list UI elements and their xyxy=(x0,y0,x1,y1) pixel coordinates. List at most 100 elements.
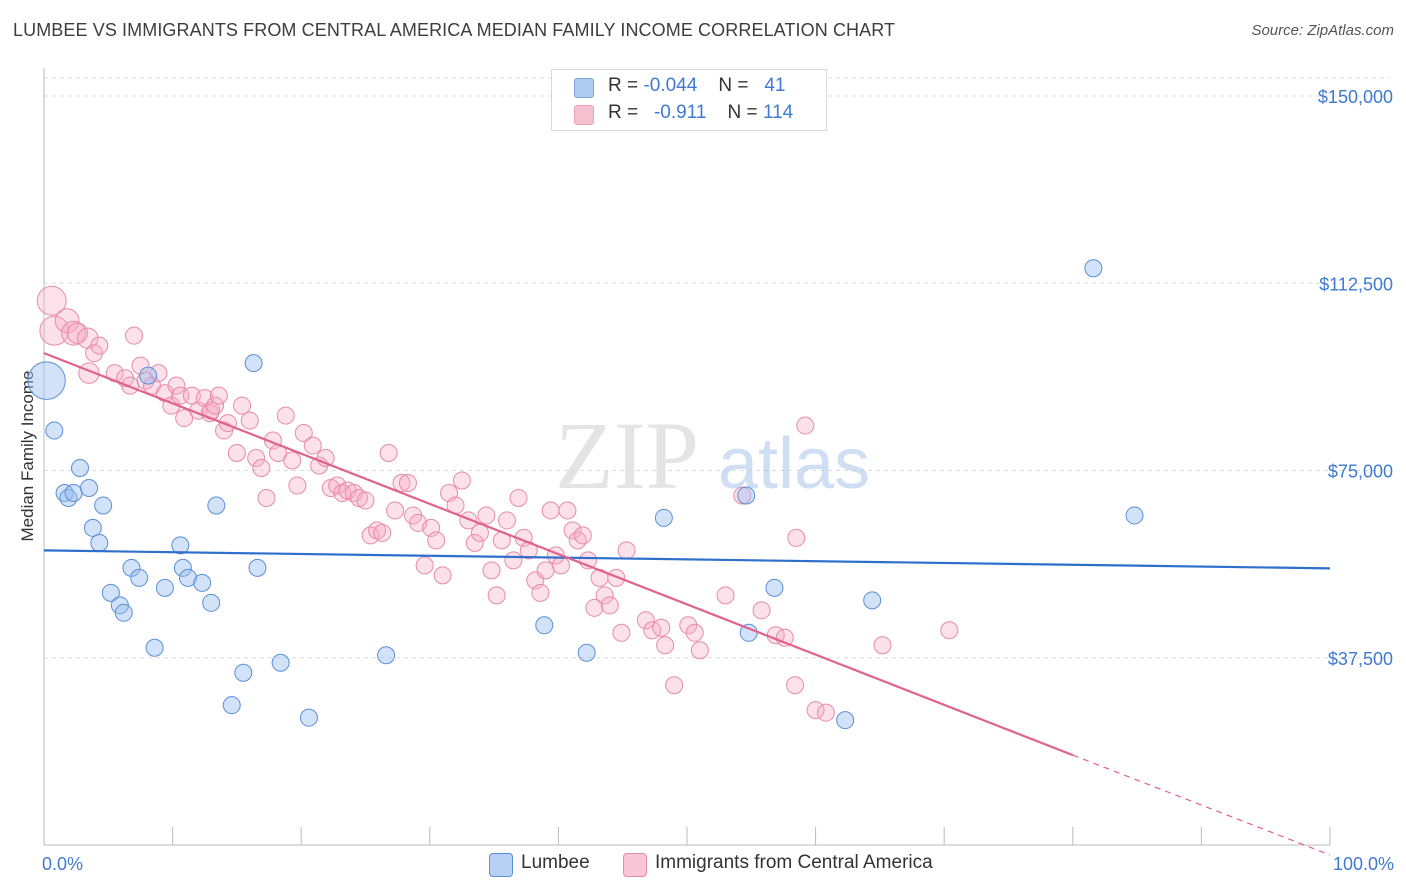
point-lumbee xyxy=(1084,259,1103,278)
legend-r-value: -0.911 xyxy=(653,102,707,123)
point-lumbee xyxy=(207,496,226,515)
point-immigrants xyxy=(427,531,446,550)
bottom-legend-label-lumbee: Lumbee xyxy=(521,852,590,873)
trend-line-lumbee xyxy=(43,549,1331,570)
point-immigrants xyxy=(786,676,805,695)
point-lumbee xyxy=(90,533,109,552)
x-tick-label-min: 0.0% xyxy=(42,854,83,874)
point-immigrants xyxy=(541,501,560,520)
chart-title: LUMBEE VS IMMIGRANTS FROM CENTRAL AMERIC… xyxy=(13,20,896,40)
point-immigrants xyxy=(398,473,417,492)
point-immigrants xyxy=(595,586,614,605)
legend-n-label: N = xyxy=(718,75,749,96)
legend-r-label: R = xyxy=(608,75,639,96)
point-immigrants xyxy=(125,326,144,345)
point-immigrants xyxy=(233,396,252,415)
point-lumbee xyxy=(863,591,882,610)
point-immigrants xyxy=(452,471,471,490)
point-lumbee xyxy=(59,488,78,507)
point-lumbee xyxy=(139,366,158,385)
legend-row-lumbee: R = -0.044 N = 41 xyxy=(574,75,785,99)
trend-line-immigrants xyxy=(43,352,1074,757)
legend-n-value: 41 xyxy=(764,75,786,96)
y-tick-label: $150,000 xyxy=(1318,87,1393,107)
point-immigrants xyxy=(379,444,398,463)
point-immigrants xyxy=(568,531,587,550)
point-immigrants xyxy=(386,501,405,520)
axes xyxy=(43,68,1331,846)
point-immigrants xyxy=(247,449,266,468)
point-immigrants xyxy=(806,701,825,720)
legend-stats-immigrants: R = -0.911 N = 114 xyxy=(608,102,793,124)
bottom-legend-label-immigrants: Immigrants from Central America xyxy=(655,852,933,873)
point-lumbee xyxy=(222,696,241,715)
watermark: ZIP atlas xyxy=(555,402,870,509)
point-immigrants xyxy=(487,586,506,605)
correlation-legend: R = -0.044 N = 41 R = -0.911 N = 114 xyxy=(551,69,827,131)
point-immigrants xyxy=(690,641,709,660)
point-immigrants xyxy=(368,521,387,540)
point-immigrants xyxy=(752,601,771,620)
point-immigrants xyxy=(940,621,959,640)
legend-swatch-immigrants xyxy=(574,105,594,125)
point-immigrants xyxy=(373,523,392,542)
point-lumbee xyxy=(765,578,784,597)
bottom-legend-swatch-immigrants xyxy=(623,853,647,877)
legend-swatch-lumbee xyxy=(574,78,594,98)
point-immigrants xyxy=(497,511,516,530)
y-tick-labels: $37,500 $75,000 $112,500 $150,000 xyxy=(1318,87,1393,669)
point-immigrants xyxy=(509,488,528,507)
point-immigrants xyxy=(36,285,67,316)
watermark-zip: ZIP xyxy=(555,402,699,509)
point-immigrants xyxy=(652,618,671,637)
point-lumbee xyxy=(737,486,756,505)
point-immigrants xyxy=(433,566,452,585)
point-immigrants xyxy=(206,396,225,415)
point-lumbee xyxy=(64,483,83,502)
y-tick-label: $75,000 xyxy=(1328,462,1393,482)
watermark-atlas: atlas xyxy=(718,424,870,504)
point-lumbee xyxy=(244,354,263,373)
point-lumbee xyxy=(155,578,174,597)
point-immigrants xyxy=(303,436,322,455)
point-immigrants xyxy=(636,611,655,630)
point-immigrants xyxy=(733,486,752,505)
point-immigrants xyxy=(585,598,604,617)
point-lumbee xyxy=(45,421,64,440)
y-tick-label: $112,500 xyxy=(1319,274,1393,294)
point-immigrants xyxy=(294,424,313,443)
point-lumbee xyxy=(145,638,164,657)
point-immigrants xyxy=(551,556,570,575)
legend-row-immigrants: R = -0.911 N = 114 xyxy=(574,102,793,126)
legend-n-label: N = xyxy=(727,102,758,123)
point-lumbee xyxy=(377,646,396,665)
point-lumbee xyxy=(130,568,149,587)
point-immigrants xyxy=(612,623,631,642)
point-immigrants xyxy=(536,561,555,580)
legend-stats-lumbee: R = -0.044 N = 41 xyxy=(608,75,785,97)
point-immigrants xyxy=(66,322,89,344)
point-immigrants xyxy=(816,703,835,722)
point-lumbee xyxy=(299,708,318,727)
point-lumbee xyxy=(71,459,90,478)
point-lumbee xyxy=(80,478,99,497)
series-immigrants-points xyxy=(36,285,959,722)
legend-n-value: 114 xyxy=(762,102,794,123)
gridlines xyxy=(44,77,1390,659)
point-immigrants xyxy=(257,488,276,507)
point-lumbee xyxy=(171,536,190,555)
point-lumbee xyxy=(83,518,102,537)
point-lumbee xyxy=(271,653,290,672)
point-immigrants xyxy=(175,409,194,428)
point-lumbee xyxy=(535,616,554,635)
point-immigrants xyxy=(665,676,684,695)
point-lumbee xyxy=(27,361,66,400)
series-lumbee-points xyxy=(27,259,1144,730)
legend-r-value: -0.044 xyxy=(643,75,698,96)
trend-lines xyxy=(43,352,1331,856)
point-lumbee xyxy=(234,663,253,682)
point-immigrants xyxy=(477,506,496,525)
point-immigrants xyxy=(209,386,228,405)
point-lumbee xyxy=(654,508,673,527)
